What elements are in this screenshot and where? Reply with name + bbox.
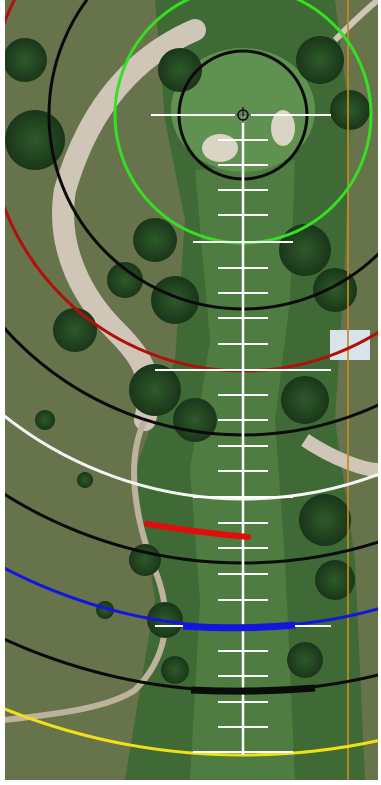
blue-shot-bar[interactable] <box>182 621 296 632</box>
bunker-right <box>271 110 295 146</box>
black-shot-bar[interactable] <box>190 684 316 695</box>
building <box>330 330 370 360</box>
hole-flyover-map[interactable] <box>5 0 378 780</box>
red-shot-bar[interactable] <box>144 521 251 540</box>
yardage-center-line <box>151 114 331 755</box>
map-canvas[interactable] <box>5 0 378 780</box>
crosshair-icon[interactable] <box>235 107 251 123</box>
bunker-left <box>202 134 238 162</box>
